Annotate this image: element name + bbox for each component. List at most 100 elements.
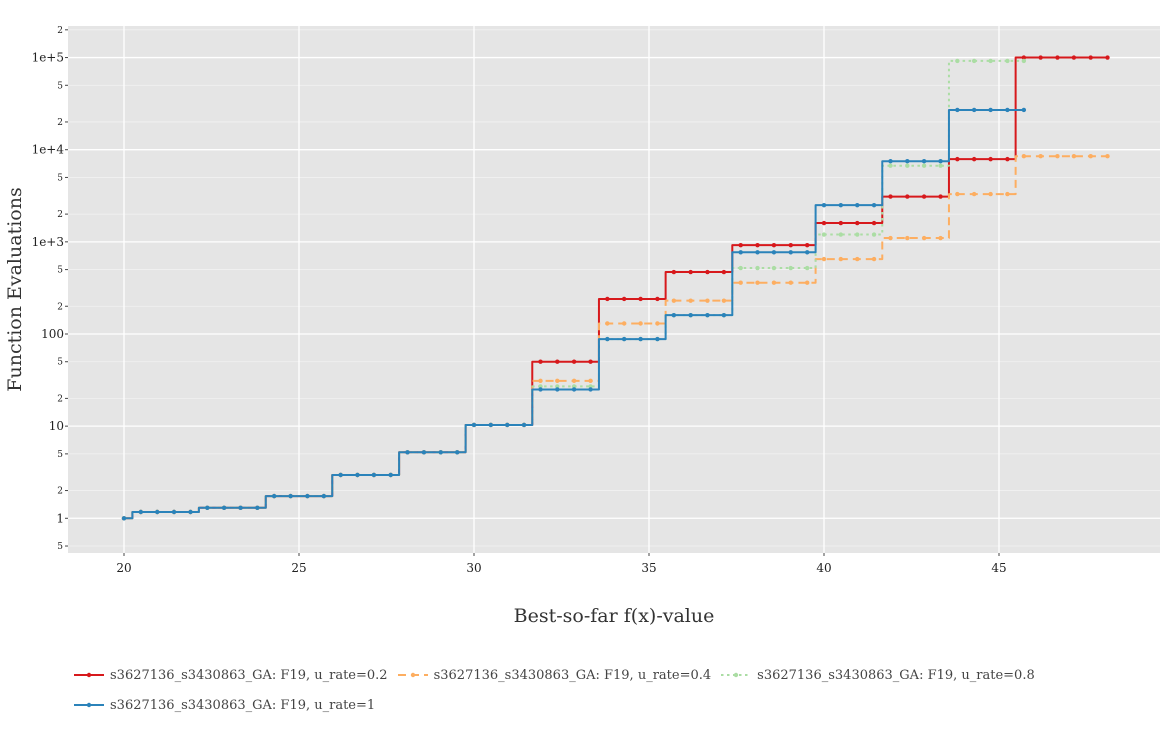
data-point [538,387,543,392]
legend-swatch [74,672,104,678]
data-point [455,450,460,455]
y-minor-tick-label: 2 [57,487,63,497]
data-point [388,472,393,478]
data-point [788,242,793,248]
data-point [955,191,960,197]
data-point [838,202,843,208]
legend-label: s3627136_s3430863_GA: F19, u_rate=0.8 [757,667,1035,683]
data-point [321,493,327,499]
data-point [805,280,810,285]
data-point [721,312,727,318]
data-point [805,265,810,271]
data-point [638,321,643,326]
data-point [955,107,960,113]
data-point [1088,55,1093,60]
data-point [688,269,693,275]
data-point [905,163,910,168]
data-point [805,242,810,248]
data-point [905,235,910,241]
data-point [938,194,943,199]
data-point [621,336,627,342]
data-point [955,156,960,162]
y-minor-tick-label: 2 [57,394,63,404]
data-point [1021,107,1027,113]
data-point [438,450,443,455]
data-point [671,298,677,303]
y-minor-tick-label: 5 [57,173,63,183]
data-point [888,194,893,199]
data-point [821,256,827,262]
data-point [538,378,543,384]
data-point [971,107,977,113]
data-point [1021,55,1027,60]
data-point [671,312,677,318]
data-point [888,159,893,164]
y-tick-label: 1e+3 [32,235,64,249]
data-point [721,269,727,275]
data-point [888,235,893,241]
data-point [271,493,277,499]
data-point [605,336,610,342]
legend-swatch [74,702,104,708]
y-minor-tick-label: 2 [57,26,63,36]
legend-item-1: s3627136_s3430863_GA: F19, u_rate=0.2 [74,664,388,686]
data-point [355,472,360,478]
series-layer [121,55,1110,521]
data-point [655,296,660,302]
y-minor-tick-label: 5 [57,542,63,552]
data-point [738,250,743,255]
data-point [838,256,843,262]
y-minor-tick-label: 2 [57,302,63,312]
legend-swatch [397,672,428,678]
data-point [238,505,243,510]
data-point [655,321,660,326]
data-point [1105,55,1110,60]
data-point [655,336,660,342]
data-point [588,384,593,389]
data-point [638,336,643,342]
data-point [921,194,927,199]
legend-swatch [721,672,752,678]
legend-item-4: s3627136_s3430863_GA: F19, u_rate=1 [74,694,375,716]
data-point [571,387,577,392]
data-point [921,163,927,168]
data-point [221,505,227,510]
data-point [1005,156,1010,162]
data-point [1071,55,1077,60]
data-point [705,312,710,318]
data-point [538,359,543,364]
data-point [755,250,760,255]
legend-label: s3627136_s3430863_GA: F19, u_rate=0.4 [433,667,712,683]
data-point [571,384,577,389]
data-point [505,422,510,428]
x-tick-label: 35 [641,561,656,575]
data-point [255,505,260,510]
data-point [605,321,610,326]
data-point [721,298,727,303]
y-minor-tick-label: 2 [57,210,63,220]
data-point [588,378,593,384]
data-point [1038,55,1043,60]
legend: s3627136_s3430863_GA: F19, u_rate=0.2 s36… [74,664,1134,724]
data-point [771,242,777,248]
data-point [921,235,927,241]
data-point [855,202,860,208]
data-point [1021,154,1027,159]
x-tick-label: 45 [991,561,1006,575]
data-point [571,378,577,384]
x-tick-label: 20 [116,561,131,575]
data-point [938,235,943,241]
series-4 [121,107,1027,521]
data-point [571,359,577,364]
data-point [705,298,710,303]
data-point [971,156,977,162]
data-point [705,269,710,275]
data-point [588,387,593,392]
data-point [1005,58,1010,64]
data-point [288,493,293,499]
data-point [1005,191,1010,197]
data-point [1005,107,1010,113]
data-point [938,163,943,168]
legend-item-3: s3627136_s3430863_GA: F19, u_rate=0.8 [721,664,1035,686]
data-point [621,296,627,302]
